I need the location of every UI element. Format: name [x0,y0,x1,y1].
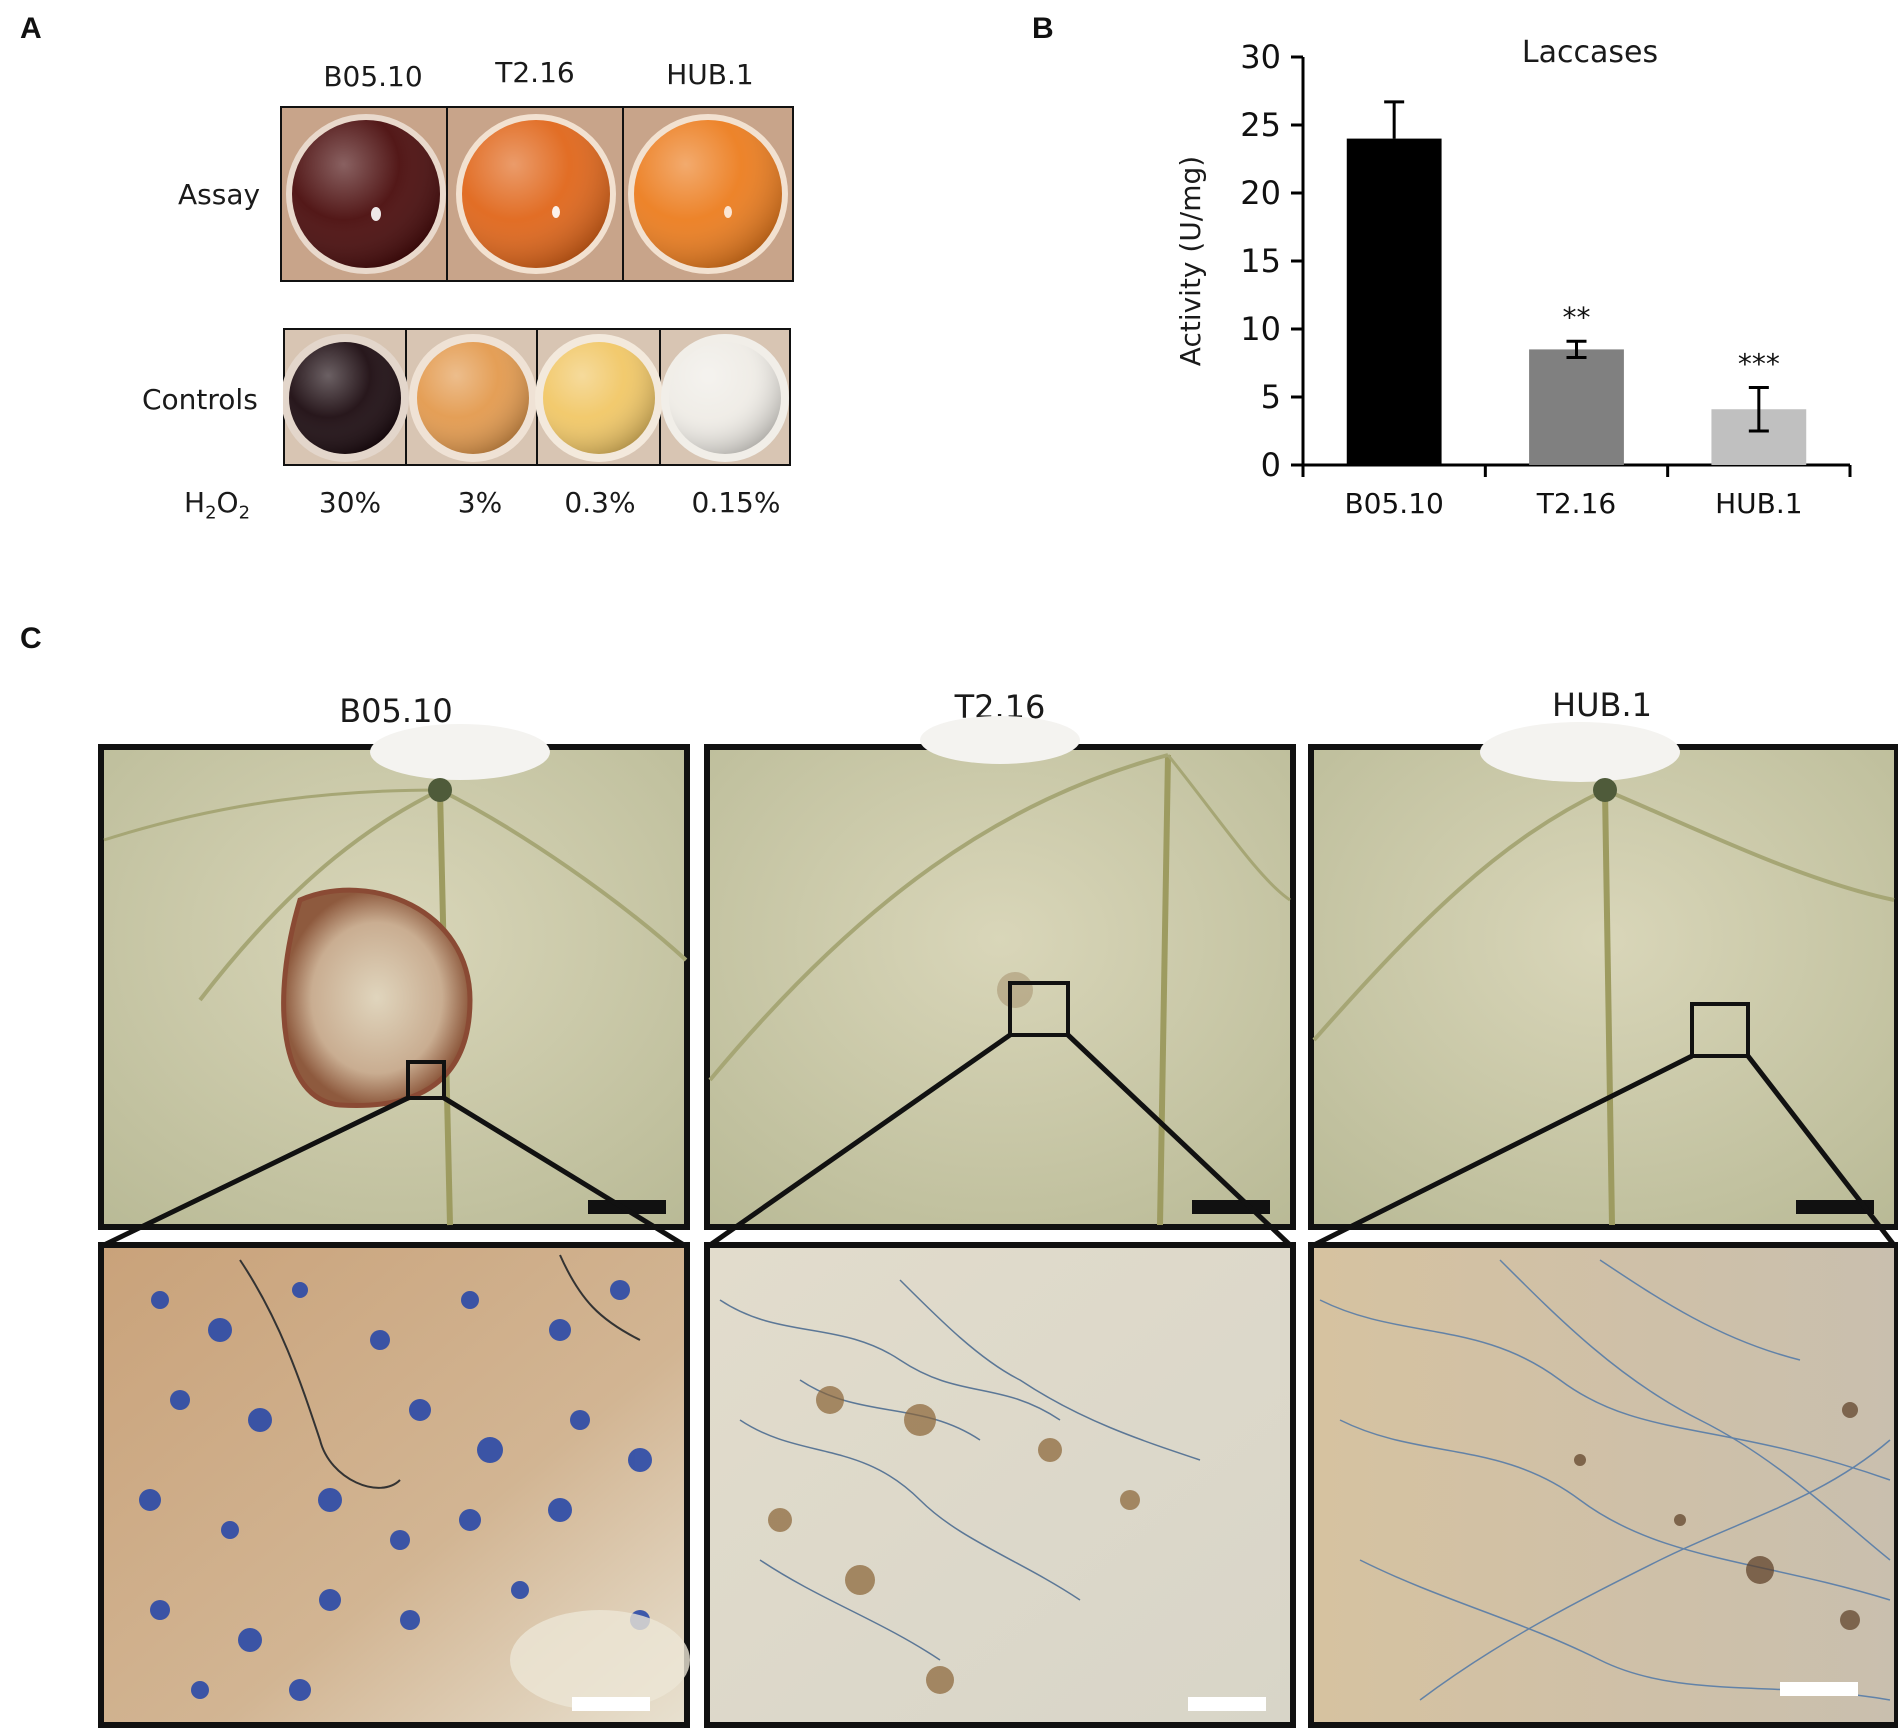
y-tick-label: 5 [1261,378,1281,416]
chart-bars: B05.10 ** T2.16 *** HUB.1 [1344,100,1807,520]
assay-well-b0510 [286,114,446,274]
concentration-3pct: 3% [457,486,503,519]
laccase-bar-chart: Laccases Activity (U/mg) 0 5 10 15 20 25 30 B0… [1174,35,1852,520]
panel-label-b: B [1032,12,1054,45]
zoom-connectors [102,1032,1896,1248]
control-well-30pct [283,334,409,462]
significance-label: ** [1563,301,1591,334]
panel-c-title-b0510: B05.10 [339,692,453,730]
panel-c-title-hub1: HUB.1 [1552,686,1652,724]
control-wells-photo [283,328,791,466]
control-well-0-15pct [661,334,789,462]
control-well-0-3pct [535,334,663,462]
x-tick-label: T2.16 [1536,487,1616,520]
panel-label-a: A [20,12,42,45]
leaf-photo-hub1 [1308,722,1898,1230]
assay-well-hub1 [628,114,788,274]
chart-title: Laccases [1522,35,1658,70]
micrograph-hub1 [1308,1242,1898,1728]
x-tick-label: B05.10 [1344,487,1443,520]
strain-label-t216: T2.16 [495,56,575,89]
concentration-0-15pct: 0.15% [691,486,781,519]
y-tick-label: 0 [1261,446,1281,484]
concentration-30pct: 30% [318,486,382,519]
h2o2-label: H2O2 [184,486,251,524]
micrograph-b0510 [98,1242,690,1728]
panel-label-c: C [20,622,42,655]
y-tick-label: 15 [1240,242,1281,280]
y-tick-label: 30 [1240,38,1281,76]
significance-label: *** [1738,347,1780,380]
micrograph-t216 [704,1242,1296,1728]
x-tick-label: HUB.1 [1715,487,1802,520]
assay-well-t216 [456,114,616,274]
strain-label-hub1: HUB.1 [666,58,754,91]
control-well-3pct [409,334,537,462]
leaf-photo-t216 [704,716,1296,1230]
row-label-controls: Controls [142,383,258,416]
bar-b05-10 [1346,138,1442,465]
y-axis-label: Activity (U/mg) [1174,156,1207,366]
y-tick-label: 25 [1240,106,1281,144]
y-tick-label: 20 [1240,174,1281,212]
strain-label-b0510: B05.10 [323,60,423,93]
assay-wells-photo [280,106,794,282]
bar-t2-16 [1529,349,1624,465]
row-label-assay: Assay [178,178,261,211]
concentration-0-3pct: 0.3% [564,486,636,519]
y-tick-label: 10 [1240,310,1281,348]
leaf-photo-b0510 [98,724,690,1230]
